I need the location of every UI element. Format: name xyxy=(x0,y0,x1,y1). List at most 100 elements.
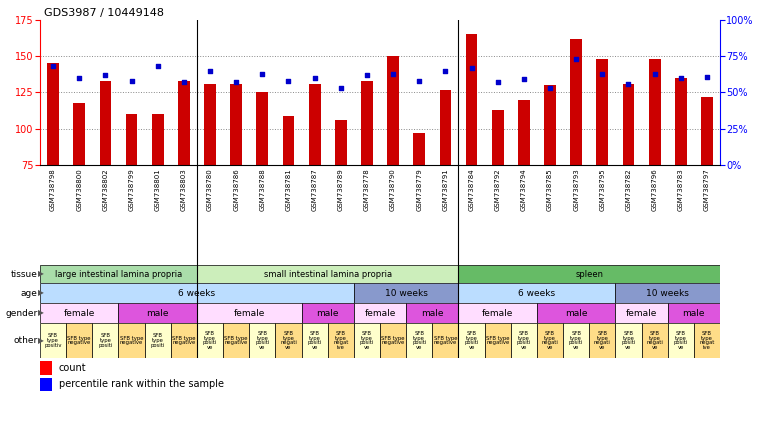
Text: female: female xyxy=(234,309,265,317)
Bar xyxy=(125,114,138,165)
Point xyxy=(675,75,687,82)
Point xyxy=(465,64,478,71)
Bar xyxy=(275,323,302,358)
Text: gender: gender xyxy=(5,309,37,317)
Text: GSM738782: GSM738782 xyxy=(626,168,632,210)
Bar xyxy=(432,323,458,358)
Text: male: male xyxy=(316,309,339,317)
Point xyxy=(47,63,59,70)
Point xyxy=(491,79,503,86)
Bar xyxy=(615,283,720,303)
Text: other: other xyxy=(14,336,37,345)
Point xyxy=(439,67,452,74)
Point xyxy=(387,70,399,77)
Text: male: male xyxy=(421,309,444,317)
Bar xyxy=(544,85,556,165)
Bar xyxy=(249,323,275,358)
Text: SFB
type
negat
ive: SFB type negat ive xyxy=(333,331,348,350)
Bar xyxy=(354,323,380,358)
Text: GSM738779: GSM738779 xyxy=(416,168,422,211)
Text: 6 weeks: 6 weeks xyxy=(178,289,215,297)
Bar xyxy=(40,283,354,303)
Text: percentile rank within the sample: percentile rank within the sample xyxy=(59,379,224,389)
Text: 6 weeks: 6 weeks xyxy=(518,289,555,297)
Text: SFB
type
positi: SFB type positi xyxy=(99,333,112,348)
Text: 10 weeks: 10 weeks xyxy=(385,289,428,297)
Bar xyxy=(328,323,354,358)
Bar xyxy=(309,84,321,165)
Text: SFB
type
positi
ve: SFB type positi ve xyxy=(621,331,636,350)
Bar xyxy=(40,361,52,375)
Bar xyxy=(73,103,85,165)
Point xyxy=(309,75,321,82)
Bar xyxy=(230,84,242,165)
Text: GSM738791: GSM738791 xyxy=(442,168,448,211)
Text: GSM738789: GSM738789 xyxy=(338,168,344,211)
Bar xyxy=(197,265,458,283)
Point xyxy=(361,71,373,79)
Point xyxy=(283,77,295,84)
Text: SFB type
negative: SFB type negative xyxy=(225,336,248,345)
Bar xyxy=(40,323,66,358)
Bar xyxy=(484,323,511,358)
Point xyxy=(125,77,138,84)
Point xyxy=(623,80,635,87)
Text: GSM738795: GSM738795 xyxy=(599,168,605,210)
Bar xyxy=(668,323,694,358)
Point xyxy=(544,85,556,92)
Text: SFB
type
positi
ve: SFB type positi ve xyxy=(465,331,479,350)
Text: GSM738784: GSM738784 xyxy=(468,168,474,210)
Text: GSM738785: GSM738785 xyxy=(547,168,553,210)
Text: SFB type
negative: SFB type negative xyxy=(381,336,405,345)
Bar xyxy=(413,133,425,165)
Text: SFB type
negative: SFB type negative xyxy=(434,336,457,345)
Text: tissue: tissue xyxy=(11,270,37,278)
Bar xyxy=(152,114,163,165)
Text: SFB
type
positi
ve: SFB type positi ve xyxy=(360,331,374,350)
Bar xyxy=(694,323,720,358)
Bar xyxy=(66,323,92,358)
Bar xyxy=(511,323,537,358)
Bar xyxy=(597,59,608,165)
Text: female: female xyxy=(364,309,396,317)
Bar xyxy=(197,323,223,358)
Text: 10 weeks: 10 weeks xyxy=(646,289,689,297)
Text: SFB type
negative: SFB type negative xyxy=(67,336,91,345)
Text: ▶: ▶ xyxy=(38,270,44,278)
Bar xyxy=(302,323,328,358)
Text: SFB type
negative: SFB type negative xyxy=(486,336,510,345)
Bar xyxy=(675,78,687,165)
Bar xyxy=(668,303,720,323)
Text: count: count xyxy=(59,363,86,373)
Text: GSM738793: GSM738793 xyxy=(573,168,579,211)
Bar xyxy=(257,92,268,165)
Bar xyxy=(335,120,347,165)
Text: SFB
type
positi
ve: SFB type positi ve xyxy=(255,331,270,350)
Text: SFB
type
positi
ve: SFB type positi ve xyxy=(674,331,688,350)
Text: GSM738803: GSM738803 xyxy=(181,168,187,211)
Bar xyxy=(615,303,668,323)
Text: GSM738798: GSM738798 xyxy=(50,168,56,211)
Bar xyxy=(563,323,589,358)
Text: SFB
type
positi
ve: SFB type positi ve xyxy=(307,331,322,350)
Bar xyxy=(537,303,615,323)
Bar xyxy=(406,323,432,358)
Text: GSM738796: GSM738796 xyxy=(652,168,658,211)
Text: male: male xyxy=(147,309,169,317)
Bar xyxy=(458,283,615,303)
Bar xyxy=(458,303,537,323)
Bar xyxy=(171,323,197,358)
Bar xyxy=(458,265,720,283)
Bar xyxy=(40,377,52,391)
Text: GSM738780: GSM738780 xyxy=(207,168,213,211)
Text: GSM738781: GSM738781 xyxy=(286,168,291,211)
Point xyxy=(701,73,713,80)
Bar xyxy=(361,81,373,165)
Point xyxy=(204,67,216,74)
Text: GSM738786: GSM738786 xyxy=(233,168,239,211)
Text: GSM738778: GSM738778 xyxy=(364,168,370,211)
Bar xyxy=(387,56,399,165)
Text: GDS3987 / 10449148: GDS3987 / 10449148 xyxy=(44,8,163,18)
Text: GSM738799: GSM738799 xyxy=(128,168,134,211)
Text: SFB
type
positi
ve: SFB type positi ve xyxy=(412,331,426,350)
